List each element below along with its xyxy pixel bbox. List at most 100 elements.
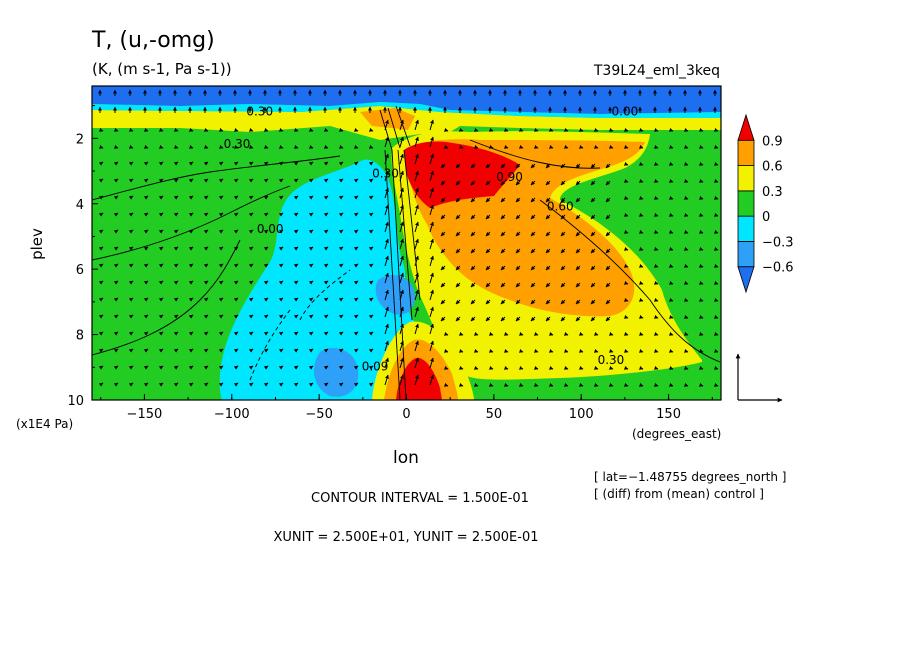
vector-arrow xyxy=(278,382,284,387)
vector-arrow xyxy=(158,212,164,217)
vector-arrow xyxy=(323,178,329,183)
vector-arrow xyxy=(368,144,374,149)
vector-arrow xyxy=(203,314,209,319)
vector-arrow xyxy=(384,187,389,199)
vector-arrow xyxy=(530,214,536,220)
vector-arrow xyxy=(683,314,689,319)
vector-arrow xyxy=(713,246,719,251)
vector-arrow xyxy=(113,280,119,285)
vector-arrow xyxy=(560,197,566,203)
vector-arrow xyxy=(308,246,314,251)
vector-arrow xyxy=(593,348,599,353)
vector-arrow xyxy=(98,144,104,149)
vector-arrow xyxy=(368,229,374,234)
vector-arrow xyxy=(698,178,704,183)
vector-arrow xyxy=(488,127,494,132)
vector-arrow xyxy=(308,161,314,166)
vector-arrow xyxy=(98,331,104,336)
vector-arrow xyxy=(623,280,629,285)
x-tick-label: −100 xyxy=(214,407,250,422)
vector-arrow xyxy=(293,382,299,387)
vector-arrow xyxy=(698,331,704,336)
vector-arrow xyxy=(683,297,689,302)
vector-arrow xyxy=(233,178,239,183)
vector-arrow xyxy=(173,127,179,132)
vector-arrow xyxy=(683,331,689,336)
vector-arrow xyxy=(308,348,314,353)
vector-arrow xyxy=(353,178,359,183)
vector-arrow xyxy=(203,263,209,268)
vector-arrow xyxy=(323,229,329,234)
vector-arrow xyxy=(455,231,461,237)
vector-arrow xyxy=(653,246,659,251)
vector-arrow xyxy=(384,153,389,165)
vector-arrow xyxy=(593,127,599,132)
vector-arrow xyxy=(263,331,269,336)
vector-arrow xyxy=(530,248,536,254)
vector-arrow xyxy=(338,127,344,132)
vector-arrow xyxy=(518,144,524,149)
vector-arrow xyxy=(698,382,704,387)
vector-arrow xyxy=(698,229,704,234)
vector-arrow xyxy=(188,280,194,285)
lat-info: [ lat=−1.48755 degrees_north ] xyxy=(594,470,786,484)
vector-arrow xyxy=(218,280,224,285)
vector-arrow xyxy=(530,282,536,288)
vector-arrow xyxy=(560,163,566,169)
vector-arrow xyxy=(683,144,689,149)
vector-arrow xyxy=(158,382,164,387)
vector-arrow xyxy=(455,197,461,203)
vector-arrow xyxy=(653,348,659,353)
vector-arrow xyxy=(263,297,269,302)
vector-arrow xyxy=(188,348,194,353)
vector-arrow xyxy=(368,348,374,353)
vector-arrow xyxy=(605,316,611,322)
vector-arrow xyxy=(683,161,689,166)
vector-arrow xyxy=(638,195,644,200)
vector-arrow xyxy=(338,178,344,183)
vector-arrow xyxy=(638,280,644,285)
vector-arrow xyxy=(653,314,659,319)
vector-arrow xyxy=(323,280,329,285)
vector-arrow xyxy=(414,289,419,301)
vector-arrow xyxy=(548,127,554,132)
vector-arrow xyxy=(218,229,224,234)
vector-arrow xyxy=(308,297,314,302)
vector-arrow xyxy=(414,323,419,335)
vector-arrow xyxy=(563,331,569,336)
vector-arrow xyxy=(218,246,224,251)
vector-arrow xyxy=(590,265,596,271)
vector-arrow xyxy=(455,214,461,220)
vector-arrow xyxy=(560,180,566,186)
vector-arrow xyxy=(429,374,434,386)
reference-vector xyxy=(735,353,783,403)
vector-arrow xyxy=(429,187,434,199)
vector-arrow xyxy=(530,316,536,322)
vector-arrow xyxy=(233,297,239,302)
vector-arrow xyxy=(518,348,524,353)
vector-arrow xyxy=(203,195,209,200)
contour-label: 0.90 xyxy=(496,170,523,184)
vector-arrow xyxy=(203,331,209,336)
vector-arrow xyxy=(429,255,434,267)
vector-arrow xyxy=(384,221,389,233)
vector-arrow xyxy=(713,144,719,149)
vector-arrow xyxy=(233,314,239,319)
contour-interval-text: CONTOUR INTERVAL = 1.500E-01 xyxy=(311,491,529,506)
vector-arrow xyxy=(545,316,551,322)
vector-arrow xyxy=(623,348,629,353)
vector-arrow xyxy=(143,365,149,370)
vector-arrow xyxy=(128,178,134,183)
vector-arrow xyxy=(605,231,611,237)
vector-arrow xyxy=(248,348,254,353)
vector-arrow xyxy=(414,374,419,386)
vector-arrow xyxy=(368,161,374,166)
vector-arrow xyxy=(158,348,164,353)
contour-lines xyxy=(92,105,721,400)
vector-arrow xyxy=(353,263,359,268)
vector-arrow xyxy=(293,161,299,166)
vector-arrow xyxy=(575,299,581,305)
vector-arrow xyxy=(143,144,149,149)
vector-arrow xyxy=(455,163,461,169)
vector-arrow xyxy=(203,161,209,166)
